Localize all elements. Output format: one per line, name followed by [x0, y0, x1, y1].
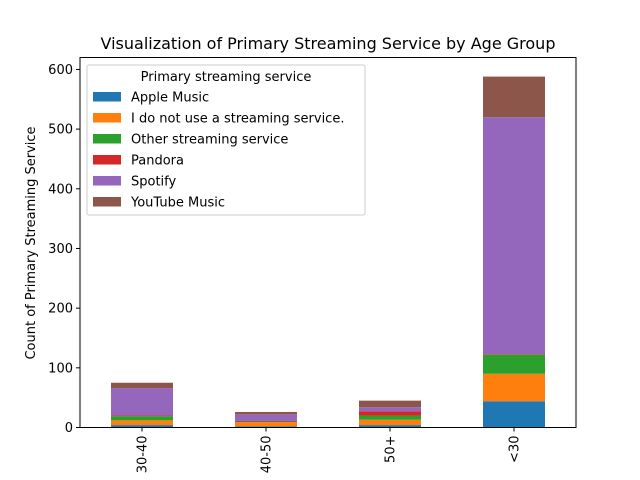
legend-title: Primary streaming service — [141, 70, 312, 85]
legend-entry: Pandora — [131, 154, 184, 169]
y-tick-label: 500 — [48, 123, 73, 138]
bar-segment — [359, 400, 421, 408]
legend-entry: Spotify — [131, 175, 177, 190]
bars — [111, 76, 545, 428]
bar-segment — [111, 425, 173, 428]
bar-segment — [359, 407, 421, 412]
tick-marks: 0 100 200 300 400 500 600 30-40 40-50 50+ <30 — [48, 63, 522, 473]
legend-entry: Apple Music — [131, 91, 209, 106]
legend-swatch — [93, 92, 121, 102]
bar-segment — [359, 425, 421, 428]
bar-segment — [483, 354, 545, 374]
legend-swatch — [93, 155, 121, 165]
y-tick-label: 100 — [48, 361, 73, 376]
y-tick-label: 200 — [48, 302, 73, 317]
plot-area-frame — [79, 57, 577, 428]
bar-segment — [483, 354, 545, 355]
y-tick-label: 600 — [48, 63, 73, 78]
bar-segment — [483, 76, 545, 118]
legend-entry: I do not use a streaming service. — [131, 112, 344, 127]
x-tick-label: <30 — [508, 436, 523, 463]
legend-swatch — [93, 113, 121, 123]
y-tick-label: 300 — [48, 242, 73, 257]
bar-segment — [111, 415, 173, 417]
bar-segment — [235, 421, 297, 423]
legend-swatch — [93, 176, 121, 186]
y-axis-label: Count of Primary Streaming Service — [24, 126, 39, 359]
bar-segment — [235, 414, 297, 421]
legend-entry: Other streaming service — [131, 133, 288, 148]
legend: Primary streaming service Apple Music I d… — [86, 64, 366, 216]
bar-segment — [359, 411, 421, 416]
bar-segment — [359, 419, 421, 426]
y-tick-label: 0 — [65, 421, 73, 436]
x-tick-label: 50+ — [384, 436, 399, 463]
x-tick-label: 40-50 — [260, 436, 275, 474]
bar-segment — [483, 117, 545, 355]
bar-segment — [111, 416, 173, 421]
bar-segment — [235, 420, 297, 422]
bar-segment — [235, 411, 297, 415]
bar-segment — [111, 420, 173, 426]
legend-swatch — [93, 197, 121, 207]
legend-entry: YouTube Music — [130, 196, 225, 211]
bar-segment — [111, 382, 173, 389]
bar-segment — [235, 422, 297, 427]
bar-segment — [235, 426, 297, 428]
y-tick-label: 400 — [48, 182, 73, 197]
bar-segment — [111, 388, 173, 416]
chart-title: Visualization of Primary Streaming Servi… — [101, 34, 556, 53]
legend-box — [86, 64, 366, 216]
bar-segment — [483, 373, 545, 402]
bar-segment — [483, 401, 545, 428]
x-tick-label: 30-40 — [136, 436, 151, 474]
bar-segment — [359, 415, 421, 420]
legend-swatch — [93, 134, 121, 144]
